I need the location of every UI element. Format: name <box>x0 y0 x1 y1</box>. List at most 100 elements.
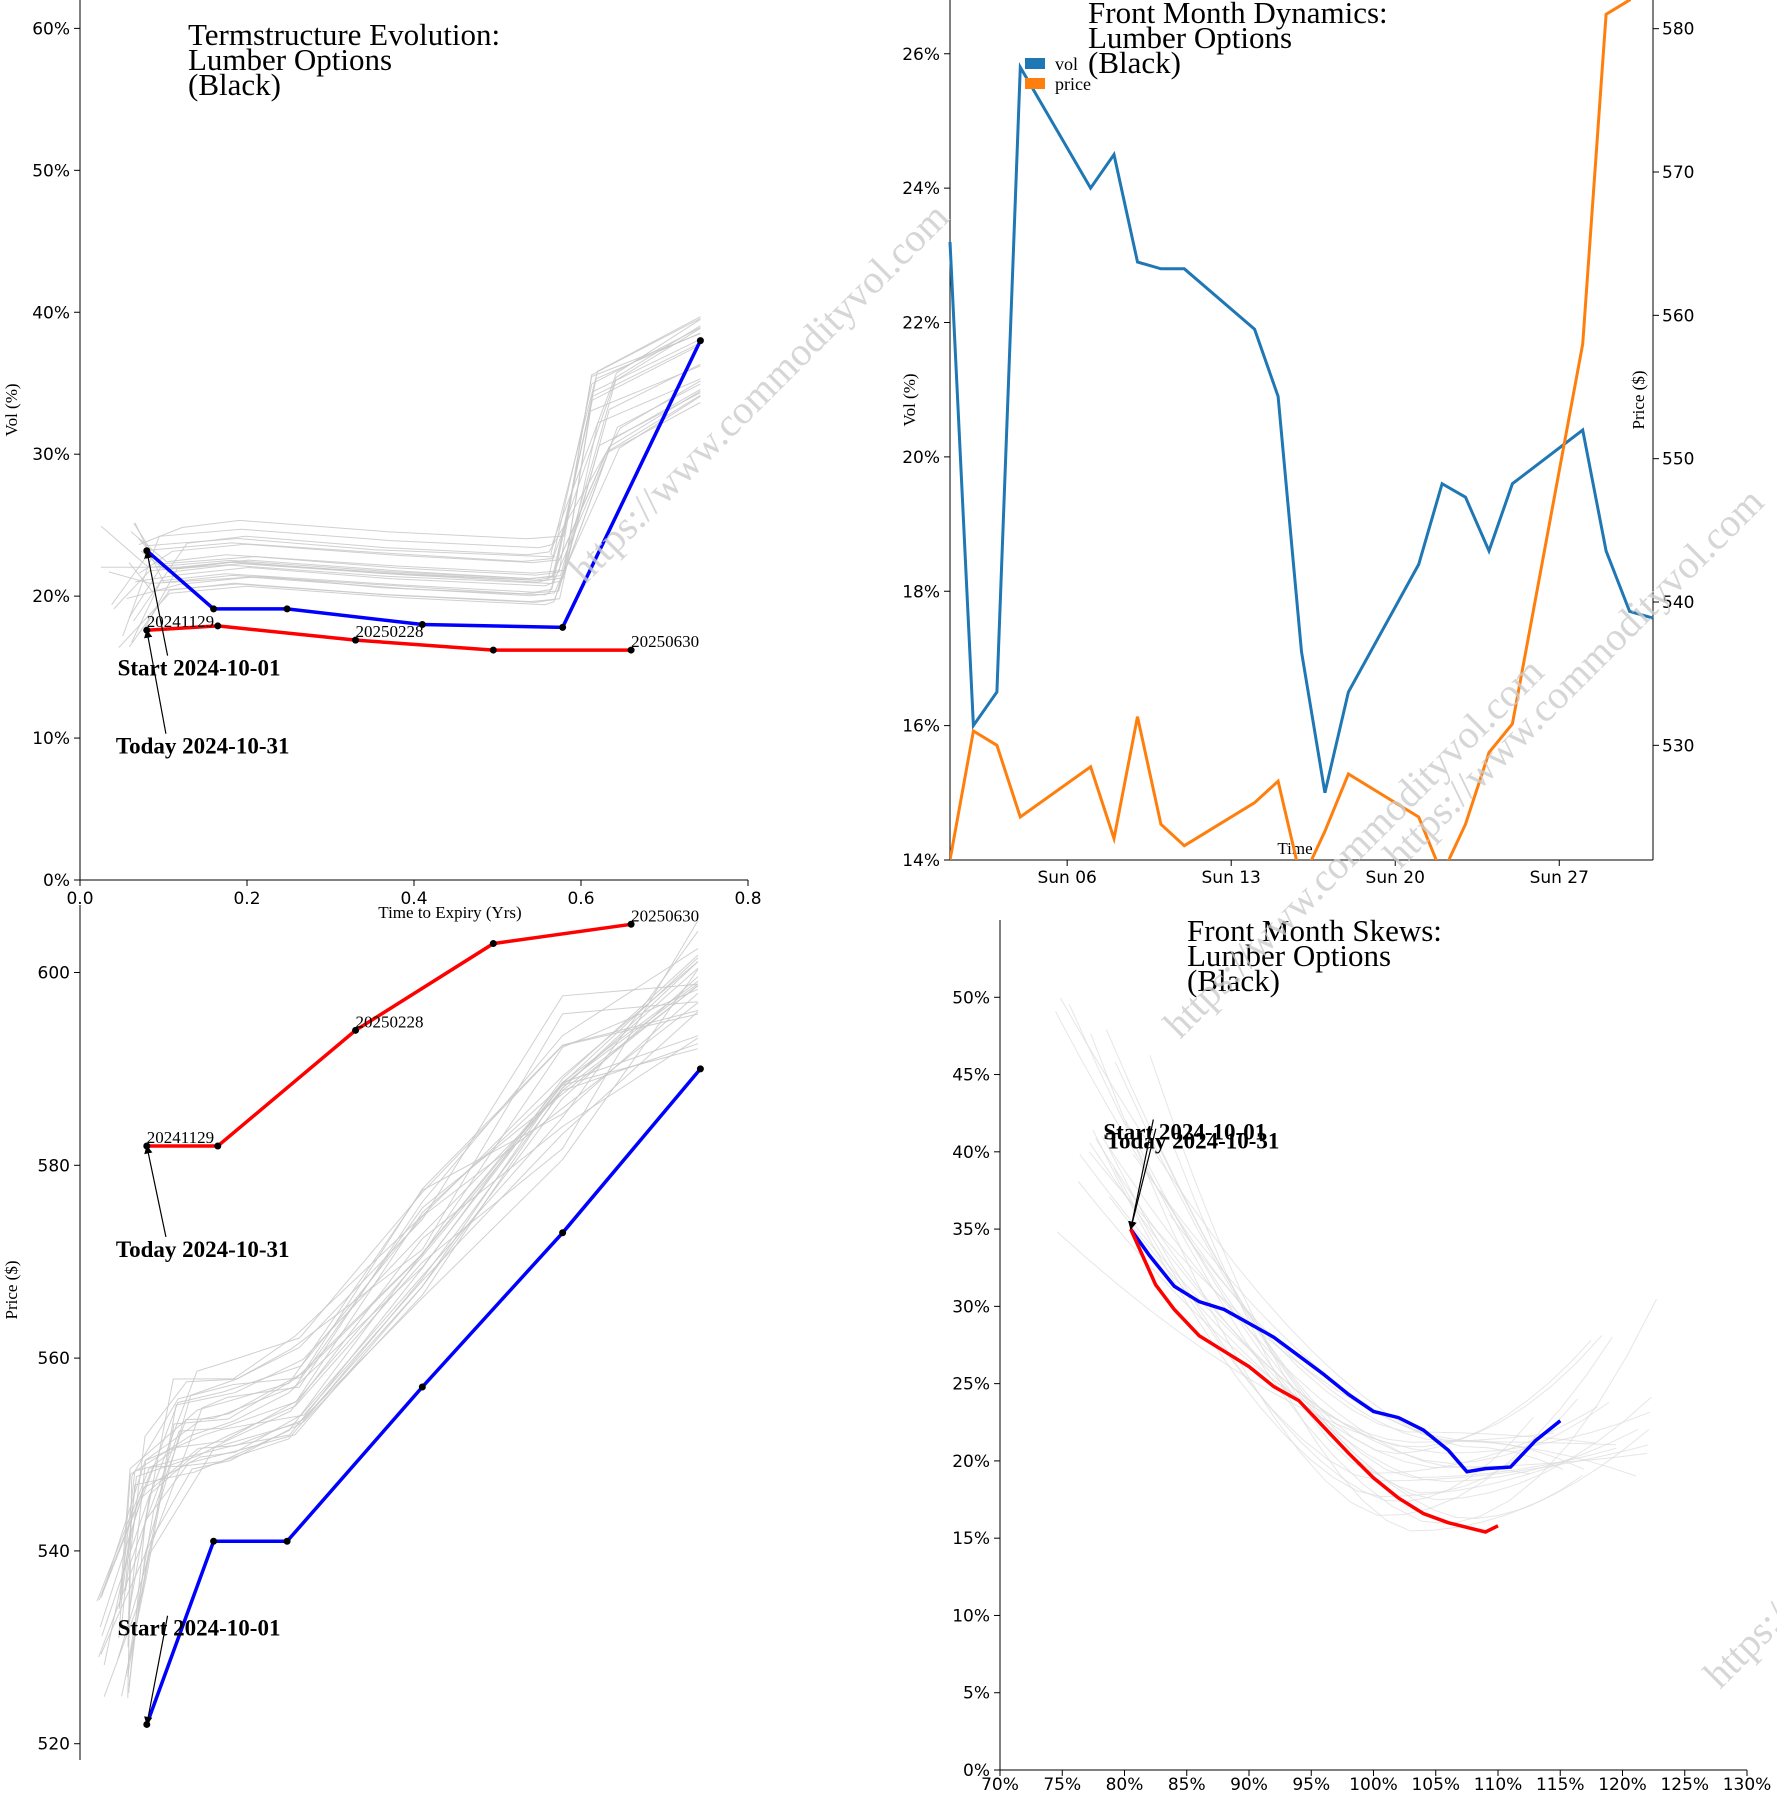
x-tick-label: Sun 20 <box>1366 868 1425 888</box>
start-series-line <box>145 339 702 630</box>
y-tick-label: 580 <box>38 1156 70 1176</box>
history-curve <box>130 342 701 574</box>
x-tick-label: 95% <box>1292 1775 1330 1792</box>
x-tick-label: 0.2 <box>233 889 260 909</box>
y-axis-label: Price ($) <box>2 1260 21 1319</box>
y-tick-label: 20% <box>32 587 70 607</box>
x-tick-label: 0.4 <box>400 889 427 909</box>
today-point <box>352 1026 360 1034</box>
annotation-arrow <box>144 1145 167 1237</box>
start-point <box>696 337 704 345</box>
annotation-label: Start 2024-10-01 <box>118 1616 281 1641</box>
y-tick-label: 40% <box>952 1143 990 1163</box>
watermark-text: https://www.commodityvol.com <box>560 194 958 592</box>
x-axis-ticks: 70% 75% 80% 85% 90% 95% 100% 105% 110% 115% 120% 12… <box>981 1770 1771 1795</box>
today-series-line <box>1129 1228 1499 1534</box>
y2-axis-label: Price ($) <box>1629 370 1648 429</box>
start-point <box>696 1065 704 1073</box>
expiry-label: 20250630 <box>631 632 699 651</box>
legend-swatch-price <box>1025 78 1045 89</box>
annotation-label: Today 2024-10-31 <box>116 734 290 759</box>
skews-panel: 0% 5% 10% 15% 20% 25% 30% 35% 40% 45% 50% 70% 75% 80… <box>952 913 1771 1795</box>
y-tick-label: 50% <box>32 161 70 181</box>
watermark-text: https://www.commodityvol.com <box>1155 649 1553 1047</box>
y-tick-label: 45% <box>952 1066 990 1086</box>
start-series-line <box>1129 1228 1562 1474</box>
today-point <box>627 920 635 928</box>
chart-title-line-2: Lumber Options <box>188 42 392 77</box>
history-curve <box>133 316 701 558</box>
y-tick-label: 16% <box>902 717 940 737</box>
annotation-label: Start 2024-10-01 <box>118 656 281 681</box>
y-tick-label: 30% <box>952 1297 990 1317</box>
history-curve <box>100 988 699 1598</box>
price-termstructure-panel: 520 540 560 580 600 Price ($) 20241129 202502… <box>2 905 704 1760</box>
start-point <box>283 605 291 613</box>
history-curve <box>1108 1196 1648 1468</box>
history-curve <box>1068 1004 1657 1525</box>
watermark-text: https://www.commodityvol.com <box>1375 479 1773 877</box>
y-tick-label: 10% <box>32 729 70 749</box>
start-point <box>418 621 426 629</box>
historical-price-lines <box>96 920 699 1699</box>
chart-title-line-2: Lumber Options <box>1088 20 1292 55</box>
x-tick-label: 85% <box>1168 1775 1206 1792</box>
chart-title-line-2: Lumber Options <box>1187 938 1391 973</box>
start-point <box>559 1229 567 1237</box>
x-axis-ticks: Sun 06 Sun 13 Sun 20 Sun 27 <box>1037 860 1589 888</box>
y-tick-label: 0% <box>43 871 70 891</box>
x-axis-label: Time to Expiry (Yrs) <box>378 903 521 922</box>
vol-series-line <box>948 61 1654 794</box>
watermark-text: https:// <box>1695 1585 1777 1696</box>
history-curve <box>103 1002 699 1666</box>
y-tick-label: 50% <box>952 988 990 1008</box>
history-curve <box>1113 1168 1649 1482</box>
y-axis-label: Vol (%) <box>2 383 21 436</box>
x-tick-label: 120% <box>1598 1775 1647 1792</box>
chart-title-line-3: (Black) <box>188 67 281 102</box>
price-series-line <box>950 0 1632 860</box>
x-tick-label: 115% <box>1536 1775 1585 1792</box>
y2-tick-label: 560 <box>1662 306 1694 326</box>
start-point <box>283 1537 291 1545</box>
y-tick-label: 0% <box>963 1761 990 1781</box>
y2-tick-label: 540 <box>1662 593 1694 613</box>
expiry-label: 20250630 <box>631 906 699 925</box>
history-curve <box>127 1010 699 1648</box>
today-point <box>352 636 360 644</box>
y-axis-ticks: 14% 16% 18% 20% 22% 24% 26% <box>902 45 950 871</box>
termstructure-panel: 0% 10% 20% 30% 40% 50% 60% 0.0 0.2 0.4 0.6 0.8 Tim… <box>2 0 762 922</box>
y-tick-label: 25% <box>952 1375 990 1395</box>
y-tick-label: 10% <box>952 1606 990 1626</box>
x-tick-label: 100% <box>1349 1775 1398 1792</box>
start-point <box>418 1383 426 1391</box>
history-curve <box>122 318 701 637</box>
today-series-line <box>146 922 632 1148</box>
history-curve <box>128 1011 699 1623</box>
history-curve <box>142 344 701 632</box>
x-tick-label: 90% <box>1230 1775 1268 1792</box>
history-curve <box>98 931 699 1601</box>
annotation-arrow <box>1128 1119 1154 1230</box>
expiry-label: 20241129 <box>147 612 214 631</box>
history-curve <box>1149 1055 1598 1474</box>
y-axis-ticks: 520 540 560 580 600 <box>38 963 80 1755</box>
y-axis-label: Vol (%) <box>900 373 919 426</box>
expiry-label: 20250228 <box>356 622 424 641</box>
y-tick-label: 5% <box>963 1684 990 1704</box>
history-curve <box>1059 997 1564 1470</box>
history-curve <box>134 363 701 595</box>
start-point <box>559 623 567 631</box>
y-tick-label: 35% <box>952 1220 990 1240</box>
y-tick-label: 24% <box>902 179 940 199</box>
history-curve <box>118 957 699 1639</box>
history-curve <box>131 338 701 643</box>
start-point <box>210 605 218 613</box>
today-point <box>214 1142 222 1150</box>
history-curve <box>125 961 699 1591</box>
chart-title-line-1: Front Month Skews: <box>1187 913 1442 948</box>
dynamics-panel: 14% 16% 18% 20% 22% 24% 26% 530 540 550 560 570 580… <box>900 0 1694 888</box>
y-tick-label: 26% <box>902 45 940 65</box>
y-tick-label: 540 <box>38 1542 70 1562</box>
